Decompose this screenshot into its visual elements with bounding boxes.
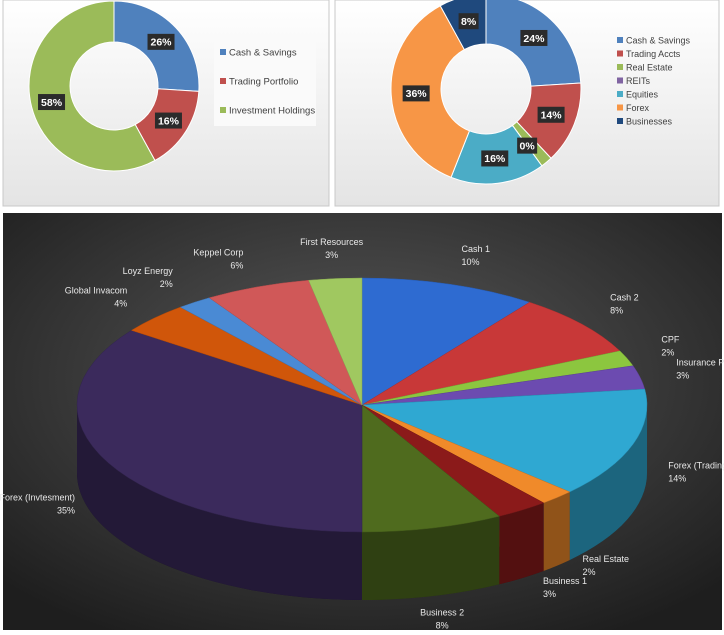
legend-label: REITs	[626, 76, 651, 86]
legend-box	[214, 37, 316, 126]
data-label: 58%	[41, 97, 63, 109]
legend-label: Investment Holdings	[229, 106, 315, 117]
data-label: 6%	[230, 260, 243, 270]
slice	[76, 330, 363, 533]
slice	[361, 277, 531, 406]
legend-swatch	[220, 107, 226, 113]
data-label-box	[154, 112, 182, 129]
data-label-name: Business 1	[543, 576, 587, 586]
data-label: 16%	[158, 115, 180, 127]
data-label: 3%	[543, 589, 556, 599]
slice	[28, 0, 156, 172]
legend-swatch	[617, 118, 623, 124]
slice-side	[569, 405, 647, 560]
legend-label: Equities	[626, 89, 659, 99]
data-label-box	[147, 33, 175, 50]
data-label: 14%	[668, 473, 686, 483]
data-label: 14%	[541, 110, 563, 122]
data-label: 4%	[114, 298, 127, 308]
data-label-name: Business 2	[420, 607, 464, 617]
data-label: 35%	[57, 506, 75, 516]
data-label-box	[481, 150, 509, 167]
data-label-name: Real Estate	[582, 554, 629, 564]
data-label: 3%	[676, 371, 689, 381]
slice-side	[543, 491, 570, 571]
data-label-box	[402, 85, 430, 102]
data-label: 16%	[484, 153, 506, 165]
slice-side	[362, 516, 500, 600]
data-label-name: Keppel Corp	[193, 247, 243, 257]
legend-swatch	[617, 37, 623, 43]
legend-label: Forex	[626, 103, 650, 113]
data-label: 24%	[523, 33, 545, 45]
data-label-name: Forex (Trading)	[668, 460, 724, 470]
legend-swatch	[617, 91, 623, 97]
legend-swatch	[617, 50, 623, 57]
legend-label: Businesses	[626, 116, 673, 126]
data-label-name: Cash 2	[610, 293, 639, 303]
data-label: 36%	[406, 88, 428, 100]
legend-label: Trading Accts	[626, 49, 681, 59]
data-label-name: Forex (Invtesment)	[0, 493, 75, 503]
legend-label: Cash & Savings	[229, 48, 297, 59]
legend-label: Real Estate	[626, 62, 673, 72]
legend-swatch	[617, 64, 623, 70]
data-label: 8%	[610, 306, 623, 316]
slice	[390, 5, 471, 178]
data-label-box	[537, 106, 565, 123]
slice	[361, 301, 621, 406]
data-label: 8%	[461, 16, 477, 28]
data-label: 8%	[436, 620, 449, 630]
data-label: 2%	[160, 279, 173, 289]
slice	[308, 277, 363, 406]
data-label: 26%	[151, 37, 173, 49]
data-label-name: Global Invacom	[65, 285, 128, 295]
data-label: 10%	[462, 257, 480, 267]
data-label-name: Cash 1	[462, 244, 491, 254]
slice-side	[499, 502, 544, 585]
legend-swatch	[617, 104, 623, 111]
data-label-name: First Resources	[300, 237, 364, 247]
data-label-box	[517, 137, 538, 154]
data-label: 3%	[325, 250, 338, 260]
data-label: 2%	[582, 567, 595, 577]
data-label-name: CPF	[661, 334, 680, 344]
slice	[361, 388, 648, 493]
data-label-name: Insurance Policies	[676, 358, 724, 368]
legend-swatch	[220, 49, 226, 55]
data-label-box	[38, 94, 66, 111]
data-label-box	[458, 13, 479, 30]
data-label: 2%	[661, 347, 674, 357]
data-label-box	[520, 29, 548, 46]
legend-swatch	[220, 78, 226, 84]
legend-label: Cash & Savings	[626, 35, 691, 45]
slice-side	[77, 405, 362, 600]
legend-label: Trading Portfolio	[229, 77, 298, 88]
data-label-name: Loyz Energy	[123, 266, 174, 276]
legend-swatch	[617, 77, 623, 84]
slice	[361, 404, 500, 533]
data-label: 0%	[520, 140, 536, 152]
